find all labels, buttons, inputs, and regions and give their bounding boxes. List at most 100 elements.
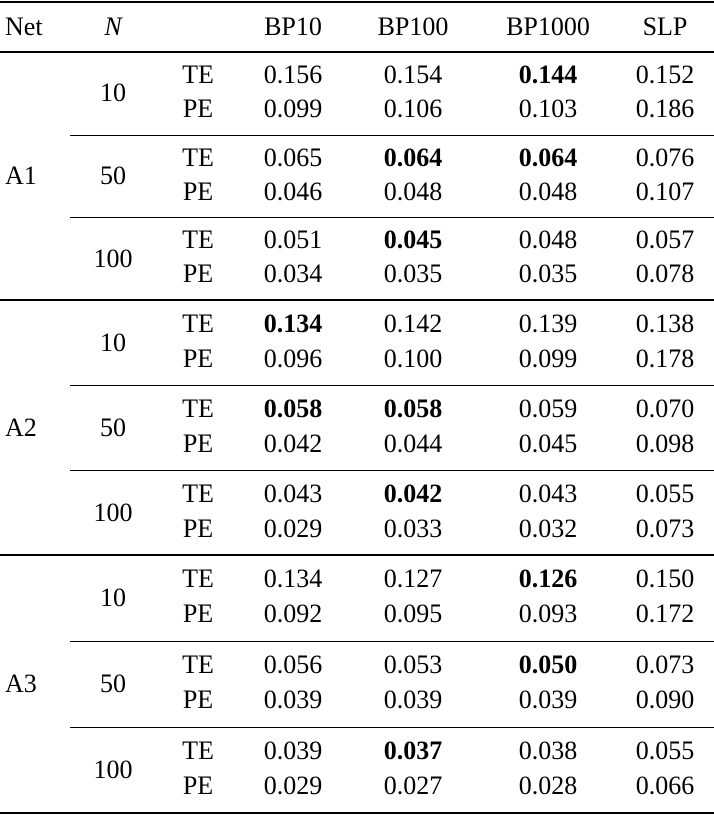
cell: 0.100: [383, 343, 443, 373]
cell: 0.070: [635, 393, 695, 423]
n-label: 50: [100, 161, 126, 190]
cell: 0.048: [518, 225, 578, 255]
cell: 0.099: [263, 94, 323, 124]
cell: 0.144: [518, 60, 578, 90]
cell: 0.048: [383, 176, 443, 206]
block-rule: [70, 134, 714, 136]
column-header: BP100: [377, 12, 449, 41]
cell: 0.055: [635, 478, 695, 508]
metric-label: PE: [182, 94, 214, 124]
cell: 0.057: [635, 225, 695, 255]
metric-label: PE: [182, 599, 214, 629]
cell: 0.103: [518, 94, 578, 124]
metric-label: PE: [182, 176, 214, 206]
group-rule: [0, 554, 714, 556]
cell: 0.073: [635, 513, 695, 543]
cell: 0.056: [263, 650, 323, 680]
cell: 0.172: [635, 599, 695, 629]
cell: 0.043: [518, 478, 578, 508]
n-label: 10: [100, 583, 126, 612]
cell: 0.099: [518, 343, 578, 373]
n-label: 100: [93, 755, 133, 784]
cell: 0.127: [383, 564, 443, 594]
cell: 0.065: [263, 142, 323, 172]
cell: 0.064: [518, 142, 578, 172]
cell: 0.046: [263, 176, 323, 206]
cell: 0.095: [383, 599, 443, 629]
cell: 0.154: [383, 60, 443, 90]
metric-label: TE: [182, 60, 214, 90]
cell: 0.093: [518, 599, 578, 629]
block-rule: [70, 641, 714, 642]
cell: 0.142: [383, 308, 443, 338]
metric-label: TE: [182, 736, 214, 766]
cell: 0.156: [263, 60, 323, 90]
header-rule: [0, 51, 714, 53]
cell: 0.039: [263, 685, 323, 715]
cell: 0.042: [383, 478, 443, 508]
cell: 0.039: [383, 685, 443, 715]
column-header: BP1000: [506, 12, 590, 41]
cell: 0.139: [518, 308, 578, 338]
metric-label: TE: [182, 142, 214, 172]
block-rule: [70, 385, 714, 386]
cell: 0.043: [263, 478, 323, 508]
metric-label: PE: [182, 771, 214, 801]
n-label: 10: [100, 78, 126, 108]
top-rule: [0, 1, 714, 3]
cell: 0.055: [635, 736, 695, 766]
cell: 0.039: [518, 685, 578, 715]
cell: 0.076: [635, 142, 695, 172]
cell: 0.078: [635, 259, 695, 289]
metric-label: TE: [182, 308, 214, 338]
cell: 0.029: [263, 771, 323, 801]
net-label: A1: [5, 161, 37, 190]
cell: 0.039: [263, 736, 323, 766]
cell: 0.058: [263, 393, 323, 423]
cell: 0.051: [263, 225, 323, 255]
header-n: N: [104, 12, 122, 41]
cell: 0.152: [635, 60, 695, 90]
cell: 0.045: [383, 225, 443, 255]
cell: 0.073: [635, 650, 695, 680]
cell: 0.032: [518, 513, 578, 543]
cell: 0.042: [263, 428, 323, 458]
cell: 0.058: [383, 393, 443, 423]
cell: 0.134: [263, 564, 323, 594]
cell: 0.090: [635, 685, 695, 715]
net-label: A2: [5, 412, 37, 442]
metric-label: TE: [182, 393, 214, 423]
block-rule: [70, 217, 714, 219]
group-rule: [0, 812, 714, 814]
net-label: A3: [5, 669, 37, 698]
cell: 0.028: [518, 771, 578, 801]
cell: 0.035: [518, 259, 578, 289]
group-rule: [0, 299, 714, 301]
cell: 0.138: [635, 308, 695, 338]
cell: 0.033: [383, 513, 443, 543]
cell: 0.037: [383, 736, 443, 766]
n-label: 50: [100, 669, 126, 698]
cell: 0.186: [635, 94, 695, 124]
metric-label: PE: [182, 428, 214, 458]
metric-label: PE: [182, 259, 214, 289]
cell: 0.059: [518, 393, 578, 423]
metric-label: TE: [182, 564, 214, 594]
metric-label: PE: [182, 343, 214, 373]
cell: 0.035: [383, 259, 443, 289]
cell: 0.096: [263, 343, 323, 373]
header-net: Net: [5, 12, 43, 41]
cell: 0.098: [635, 428, 695, 458]
cell: 0.029: [263, 513, 323, 543]
n-label: 50: [100, 412, 126, 442]
block-rule: [70, 470, 714, 471]
cell: 0.107: [635, 176, 695, 206]
cell: 0.066: [635, 771, 695, 801]
cell: 0.048: [518, 176, 578, 206]
cell: 0.038: [518, 736, 578, 766]
column-header: BP10: [264, 12, 322, 41]
n-label: 100: [93, 243, 133, 273]
cell: 0.178: [635, 343, 695, 373]
cell: 0.126: [518, 564, 578, 594]
